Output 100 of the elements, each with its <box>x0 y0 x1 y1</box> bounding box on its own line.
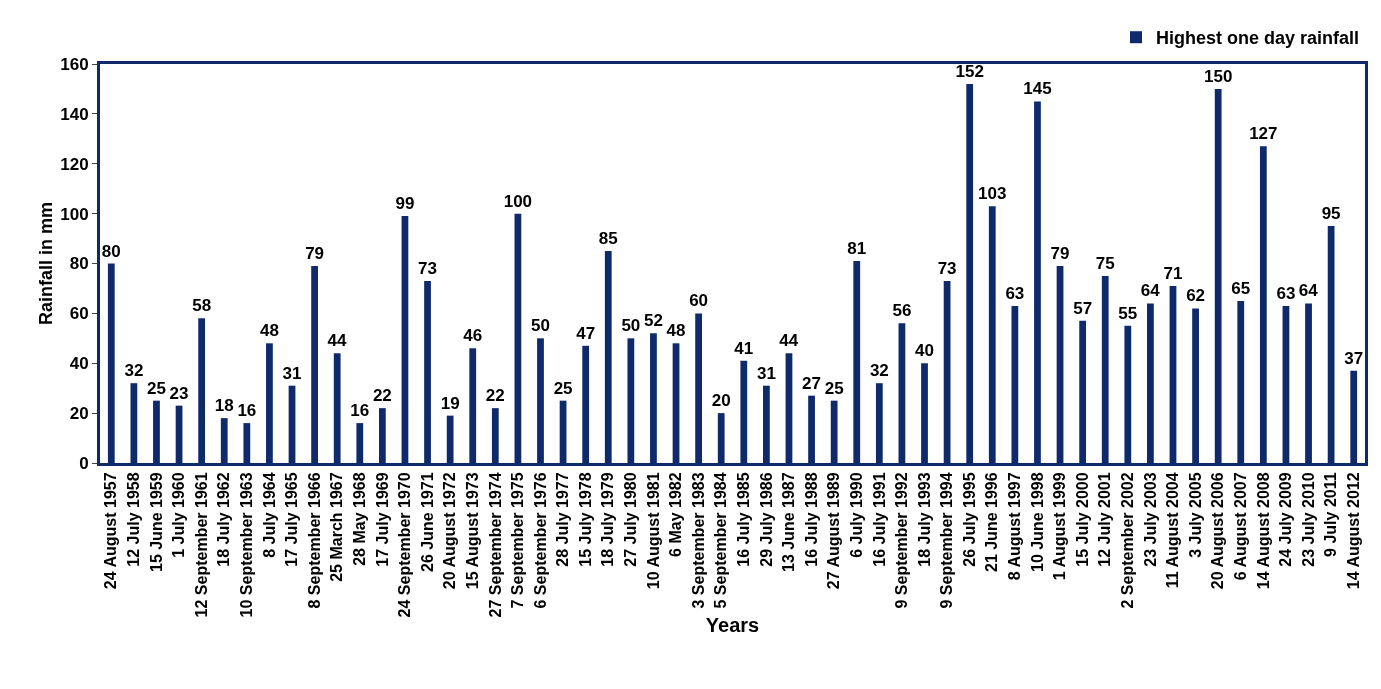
data-label: 85 <box>598 229 618 249</box>
y-tick-label: 0 <box>79 453 89 473</box>
bar <box>830 400 838 463</box>
x-tick-label: 14 August 2012 <box>1344 472 1362 590</box>
bar <box>604 251 612 463</box>
data-label: 58 <box>192 296 212 316</box>
x-tick-label: 18 July 1979 <box>599 472 617 567</box>
x-tick-label: 26 June 1971 <box>418 472 436 573</box>
bar <box>1327 226 1335 463</box>
bar <box>1011 305 1019 463</box>
y-tick-label: 80 <box>69 254 89 274</box>
bar <box>378 408 386 463</box>
data-label: 150 <box>1203 66 1233 86</box>
data-label: 63 <box>1005 283 1025 303</box>
data-label: 103 <box>978 184 1007 204</box>
x-axis-title: Years <box>705 613 760 636</box>
x-tick-label: 27 August 1989 <box>825 472 843 590</box>
x-tick-label: 27 September 1974 <box>486 472 504 618</box>
bar <box>446 415 454 463</box>
bar <box>717 413 725 463</box>
x-tick-label: 28 May 1968 <box>350 472 368 566</box>
x-tick-label: 20 August 1972 <box>441 472 459 590</box>
data-label: 44 <box>327 331 347 351</box>
bar <box>1192 308 1199 463</box>
bar <box>853 261 861 463</box>
bar <box>695 313 702 463</box>
x-tick-label: 15 August 1973 <box>463 472 481 590</box>
x-tick-label: 3 July 2005 <box>1186 472 1204 558</box>
data-label: 79 <box>305 243 325 263</box>
x-tick-label: 10 August 1981 <box>644 472 662 590</box>
x-tick-label: 8 July 1964 <box>260 472 278 558</box>
bar <box>311 265 318 463</box>
x-tick-label: 17 July 1965 <box>283 472 301 567</box>
x-tick-label: 3 September 1983 <box>689 472 707 609</box>
data-label: 50 <box>621 316 641 336</box>
data-label: 63 <box>1276 283 1296 303</box>
legend-label: Highest one day rainfall <box>1156 28 1360 49</box>
data-label: 152 <box>955 61 984 81</box>
data-label: 48 <box>666 321 686 341</box>
data-label: 27 <box>802 373 822 393</box>
x-tick-label: 16 July 1988 <box>802 472 820 567</box>
bar <box>627 338 635 463</box>
data-label: 40 <box>915 341 934 361</box>
x-tick-label: 16 July 1991 <box>870 472 888 567</box>
bar <box>921 363 928 463</box>
bar <box>1350 370 1358 463</box>
data-label: 32 <box>869 361 889 381</box>
x-tick-label: 6 September 1976 <box>531 472 549 609</box>
x-tick-label: 9 September 1992 <box>893 472 911 609</box>
y-tick-label: 20 <box>69 404 89 424</box>
data-label: 25 <box>147 378 166 398</box>
bar <box>763 385 770 463</box>
data-label: 31 <box>282 363 302 383</box>
bar <box>1237 300 1245 463</box>
data-label: 145 <box>1023 79 1052 99</box>
data-label: 18 <box>214 396 234 416</box>
data-label: 73 <box>937 258 957 278</box>
x-tick-label: 18 July 1993 <box>915 472 933 567</box>
x-tick-label: 1 July 1960 <box>170 472 188 558</box>
x-tick-label: 28 July 1977 <box>554 472 572 567</box>
data-label: 75 <box>1095 253 1115 273</box>
bar <box>424 280 431 463</box>
bar <box>537 338 544 463</box>
data-label: 44 <box>779 331 799 351</box>
x-tick-label: 23 July 2003 <box>1141 472 1159 567</box>
data-label: 57 <box>1073 298 1093 318</box>
x-tick-label: 15 June 1959 <box>147 472 165 573</box>
x-tick-label: 8 August 1997 <box>1006 472 1024 581</box>
data-label: 100 <box>503 191 533 211</box>
bar <box>243 423 251 463</box>
data-label: 95 <box>1321 204 1341 224</box>
data-label: 56 <box>892 301 912 321</box>
x-tick-label: 5 September 1984 <box>712 472 730 609</box>
x-tick-label: 12 July 1958 <box>125 472 143 567</box>
x-tick-label: 27 July 1980 <box>622 472 640 567</box>
data-label: 48 <box>259 321 279 341</box>
data-label: 46 <box>463 326 483 346</box>
data-label: 37 <box>1344 348 1364 368</box>
x-tick-label: 15 July 2000 <box>1073 472 1091 567</box>
bar <box>875 383 883 463</box>
data-label: 80 <box>101 241 121 261</box>
x-tick-label: 12 September 1961 <box>192 472 210 618</box>
bar <box>491 408 499 463</box>
data-label: 55 <box>1118 303 1138 323</box>
data-label: 73 <box>418 258 438 278</box>
bar <box>1079 320 1087 463</box>
data-label: 20 <box>711 391 731 411</box>
x-tick-label: 8 September 1966 <box>305 472 323 609</box>
x-tick-label: 21 June 1996 <box>983 472 1001 573</box>
bar <box>808 395 815 463</box>
x-tick-label: 12 July 2001 <box>1096 472 1114 567</box>
data-label: 50 <box>531 316 550 336</box>
data-label: 71 <box>1163 263 1183 283</box>
data-label: 52 <box>643 311 663 331</box>
x-tick-label: 6 August 2007 <box>1231 472 1249 581</box>
y-tick-label: 160 <box>60 54 89 74</box>
x-tick-label: 15 July 1978 <box>576 472 594 567</box>
data-label: 65 <box>1231 278 1251 298</box>
data-label: 32 <box>124 361 144 381</box>
data-label: 99 <box>395 194 415 214</box>
